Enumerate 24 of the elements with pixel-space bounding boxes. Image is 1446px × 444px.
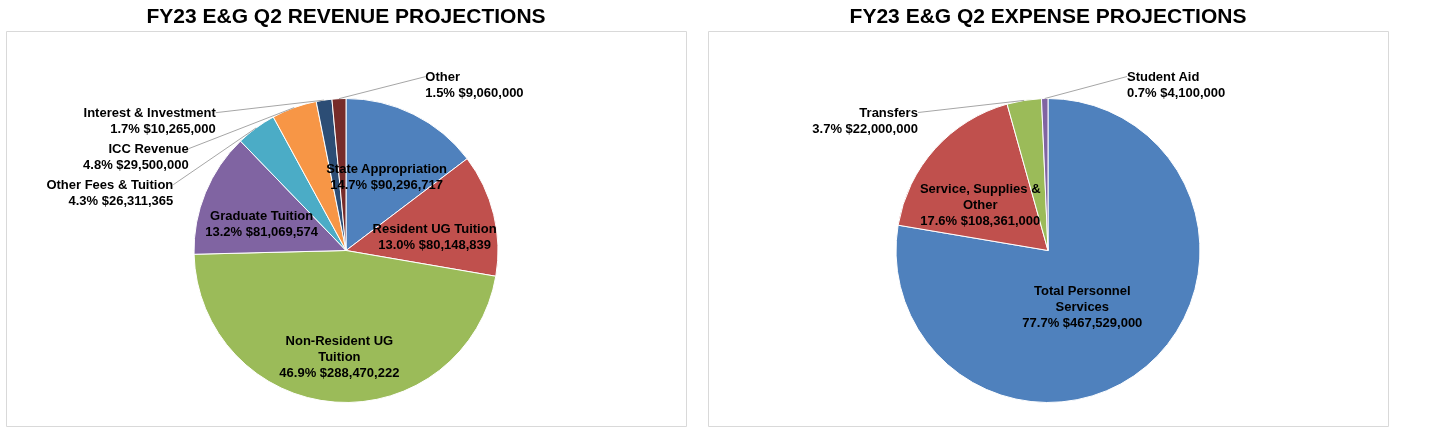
- slice-label: Interest & Investment: [83, 104, 217, 120]
- data-label: 77.7% $467,529,000: [1022, 315, 1143, 331]
- data-label: 17.6% $108,361,000: [920, 213, 1041, 229]
- slice-label: Other: [425, 68, 460, 84]
- slice-label: Student Aid: [1126, 68, 1200, 84]
- slice-label: Service, Supplies & Other: [919, 181, 1041, 213]
- data-label: 46.9% $288,470,222: [279, 365, 400, 381]
- data-label: 1.7% $10,265,000: [110, 120, 216, 136]
- data-label: 0.7% $4,100,000: [1126, 84, 1226, 100]
- chart-title: FY23 E&G Q2 EXPENSE PROJECTIONS: [849, 4, 1247, 27]
- data-label: 4.3% $26,311,365: [68, 192, 174, 208]
- slice-label: Graduate Tuition: [210, 207, 314, 223]
- data-label: 13.0% $80,148,839: [378, 236, 491, 252]
- slice-label: ICC Revenue: [108, 140, 189, 156]
- slice-label: Total Personnel Services: [1034, 283, 1131, 315]
- data-label: 3.7% $22,000,000: [812, 120, 918, 136]
- data-label: 4.8% $29,500,000: [83, 156, 189, 172]
- data-label: 1.5% $9,060,000: [425, 84, 524, 100]
- slice-label: Other Fees & Tuition: [46, 176, 174, 192]
- slice-label: Transfers: [859, 104, 918, 120]
- slice-label: Resident UG Tuition: [372, 220, 497, 236]
- data-label: 13.2% $81,069,574: [205, 223, 319, 239]
- chart-title: FY23 E&G Q2 REVENUE PROJECTIONS: [146, 4, 546, 27]
- slice-label: Non-Resident UG Tuition: [285, 333, 394, 365]
